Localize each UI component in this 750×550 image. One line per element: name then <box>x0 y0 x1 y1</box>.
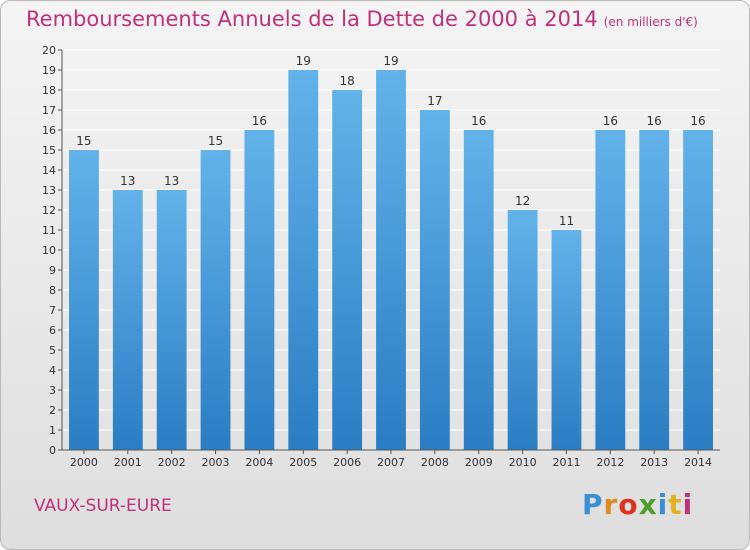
data-label: 13 <box>120 174 135 188</box>
x-tick-label: 2007 <box>377 456 405 469</box>
x-tick-label: 2012 <box>596 456 624 469</box>
x-tick-label: 2014 <box>684 456 712 469</box>
logo-letter: i <box>682 488 694 521</box>
data-label: 16 <box>603 114 618 128</box>
bar <box>332 90 363 450</box>
logo-letter: r <box>603 488 619 521</box>
y-tick-label: 17 <box>42 104 56 117</box>
y-tick-label: 10 <box>42 244 56 257</box>
y-tick-label: 0 <box>49 444 56 457</box>
x-tick-label: 2003 <box>202 456 230 469</box>
y-tick-label: 14 <box>42 164 56 177</box>
bar <box>200 150 231 450</box>
y-tick-label: 7 <box>49 304 56 317</box>
x-tick-label: 2006 <box>333 456 361 469</box>
chart-title-text: Remboursements Annuels de la Dette de 20… <box>26 7 598 31</box>
bar <box>507 210 538 450</box>
y-tick-label: 2 <box>49 404 56 417</box>
x-tick-label: 2013 <box>640 456 668 469</box>
y-tick-label: 18 <box>42 84 56 97</box>
x-tick-label: 2005 <box>289 456 317 469</box>
x-tick-label: 2008 <box>421 456 449 469</box>
town-name: VAUX-SUR-EURE <box>34 496 172 516</box>
bar <box>156 190 187 450</box>
chart-title: Remboursements Annuels de la Dette de 20… <box>26 7 698 31</box>
y-tick-label: 20 <box>42 44 56 57</box>
bar <box>639 130 670 450</box>
x-tick-label: 2010 <box>509 456 537 469</box>
bar <box>112 190 143 450</box>
y-tick-label: 19 <box>42 64 56 77</box>
y-tick-label: 16 <box>42 124 56 137</box>
x-tick-label: 2004 <box>245 456 273 469</box>
x-tick-label: 2011 <box>552 456 580 469</box>
proxiti-logo: Proxiti <box>582 488 693 521</box>
bar <box>683 130 713 450</box>
x-tick-label: 2009 <box>465 456 493 469</box>
data-label: 12 <box>515 194 530 208</box>
data-label: 16 <box>690 114 705 128</box>
y-tick-label: 6 <box>49 324 56 337</box>
x-tick-label: 2001 <box>114 456 142 469</box>
bar <box>288 70 319 450</box>
data-label: 16 <box>252 114 267 128</box>
data-label: 19 <box>296 54 311 68</box>
data-label: 13 <box>164 174 179 188</box>
data-label: 16 <box>471 114 486 128</box>
y-tick-label: 8 <box>49 284 56 297</box>
data-label: 18 <box>339 74 354 88</box>
y-tick-label: 5 <box>49 344 56 357</box>
bar <box>463 130 494 450</box>
data-label: 15 <box>208 134 223 148</box>
y-tick-label: 1 <box>49 424 56 437</box>
chart-unit: (en milliers d'€) <box>603 15 698 29</box>
data-label: 16 <box>647 114 662 128</box>
logo-letter: t <box>668 488 683 521</box>
y-tick-label: 11 <box>42 224 56 237</box>
y-tick-label: 12 <box>42 204 56 217</box>
logo-letter: i <box>657 488 669 521</box>
data-label: 15 <box>76 134 91 148</box>
data-label: 19 <box>383 54 398 68</box>
y-tick-label: 15 <box>42 144 56 157</box>
data-label: 17 <box>427 94 442 108</box>
logo-letter: x <box>638 488 658 521</box>
y-tick-label: 9 <box>49 264 56 277</box>
bar <box>551 230 582 450</box>
logo-letter: o <box>618 488 639 521</box>
x-tick-label: 2000 <box>70 456 98 469</box>
y-tick-label: 3 <box>49 384 56 397</box>
data-label: 11 <box>559 214 574 228</box>
bar <box>419 110 450 450</box>
x-tick-label: 2002 <box>158 456 186 469</box>
bar <box>595 130 626 450</box>
bar <box>376 70 406 450</box>
logo-letter: P <box>582 488 604 521</box>
bar <box>69 150 99 450</box>
y-tick-label: 13 <box>42 184 56 197</box>
bar <box>244 130 275 450</box>
bars: 15 13 13 15 16 19 18 19 17 16 12 11 16 16 16 <box>69 54 713 450</box>
y-tick-label: 4 <box>49 364 56 377</box>
